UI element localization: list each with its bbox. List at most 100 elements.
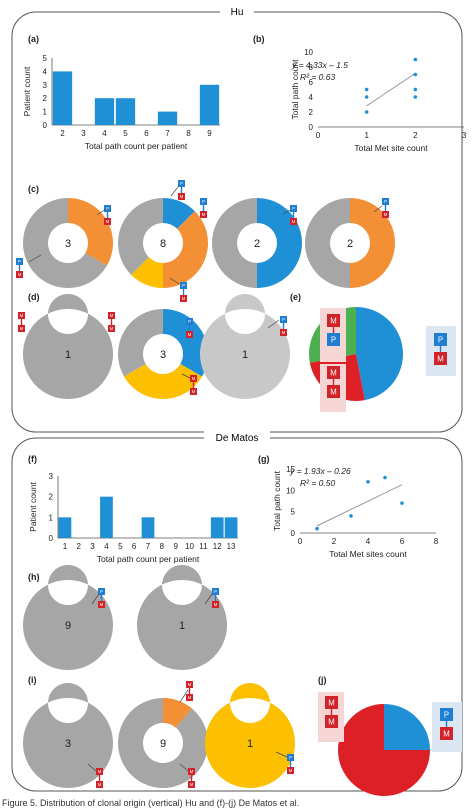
badge-M — [186, 694, 193, 701]
panel-label-i: (i) — [28, 675, 37, 685]
y-tick-label: 0 — [291, 529, 296, 538]
badge-M-label: M — [330, 387, 337, 396]
badge-P — [200, 198, 207, 205]
panel-label-d: (d) — [28, 292, 40, 302]
x-tick-label: 4 — [366, 537, 371, 546]
y-tick-label: 3 — [43, 81, 48, 90]
x-tick-label: 12 — [213, 542, 222, 551]
badge-M — [327, 385, 340, 398]
badge-M-label: M — [328, 698, 335, 707]
leader-line — [28, 254, 42, 263]
x-tick-label: 0 — [316, 131, 321, 140]
leader-line — [275, 751, 288, 758]
y-tick-label: 10 — [286, 486, 295, 495]
x-tick-label: 13 — [227, 542, 236, 551]
donut-i2-slice-gray — [117, 698, 208, 789]
donut-d2-slice-blue — [163, 309, 208, 377]
donut-i2-slice-orange — [163, 698, 192, 728]
badge-P — [434, 333, 447, 346]
badge-M — [18, 312, 25, 319]
badge-M-label: M — [384, 212, 388, 217]
donut-c2-slice-yellow — [131, 257, 163, 288]
donut-d1-slice-gray — [22, 294, 113, 399]
x-axis-label: Total path count per patient — [85, 141, 188, 151]
data-point — [349, 514, 353, 518]
data-point — [364, 110, 369, 114]
badge-M-label: M — [202, 212, 206, 217]
data-point — [400, 501, 404, 505]
x-tick-label: 9 — [207, 129, 212, 138]
cohort-title-hu: Hu — [231, 7, 244, 18]
leader-line — [91, 593, 100, 605]
donut-c3-center-value: 2 — [254, 238, 260, 250]
y-tick-label: 15 — [286, 465, 295, 474]
badge-M — [96, 768, 103, 775]
bar-2 — [52, 71, 73, 125]
x-tick-label: 6 — [132, 542, 137, 551]
figure-caption: Figure 5. Distribution of clonal origin … — [2, 798, 299, 808]
badge-P-label: P — [384, 199, 387, 204]
badge-M-label: M — [328, 717, 335, 726]
pie-j-slice-blue — [384, 704, 430, 750]
y-tick-label: 5 — [291, 508, 296, 517]
badge-P-label: P — [282, 317, 285, 322]
y-tick-label: 3 — [49, 472, 54, 481]
donut-c3-slice-gray — [212, 198, 257, 288]
x-axis-label: Total Met sites count — [329, 549, 407, 559]
badge-M — [98, 601, 105, 608]
badge-M-label: M — [20, 326, 24, 331]
leader-line — [373, 205, 383, 213]
x-tick-label: 8 — [160, 542, 165, 551]
data-point — [366, 480, 370, 484]
badge-M-label: M — [98, 769, 102, 774]
badge-M — [190, 375, 197, 382]
badge-P-label: P — [292, 206, 295, 211]
trend-equation: y = 1.93x – 0.26 — [289, 466, 351, 476]
donut-c2-slice-blue — [163, 198, 195, 229]
donut-c4-slice-gray — [305, 198, 350, 288]
badge-M — [18, 325, 25, 332]
donut-c2-center-value: 8 — [160, 238, 166, 250]
badge-M — [16, 271, 23, 278]
badge-P-label: P — [180, 181, 183, 186]
x-tick-label: 4 — [104, 542, 109, 551]
badge-M — [440, 727, 453, 740]
donut-h1-center-value: 9 — [65, 620, 71, 632]
badge-M-label: M — [214, 602, 218, 607]
panel-label-c: (c) — [28, 184, 39, 194]
y-axis-label: Patient count — [28, 482, 38, 532]
leader-line — [169, 277, 180, 285]
x-tick-label: 7 — [146, 542, 151, 551]
badge-M-label: M — [110, 313, 114, 318]
donut-i3-slice-yellow — [204, 683, 295, 789]
pie-e-slice-blue — [356, 307, 403, 401]
panel-label-g: (g) — [258, 454, 270, 464]
panel-label-b: (b) — [253, 34, 265, 44]
y-tick-label: 1 — [43, 108, 48, 117]
donut-i2-center-value: 9 — [160, 738, 166, 750]
badge-P — [16, 258, 23, 265]
badge-M-label: M — [182, 296, 186, 301]
donut-d2-slice-gray — [117, 309, 163, 377]
badge-M-label: M — [190, 782, 194, 787]
badge-M-label: M — [192, 389, 196, 394]
x-tick-label: 2 — [332, 537, 337, 546]
bar-1 — [58, 517, 72, 538]
badge-M-label: M — [18, 272, 22, 277]
r-squared: R² = 0.63 — [300, 72, 335, 82]
data-point — [413, 57, 418, 62]
data-point — [364, 87, 369, 92]
badge-M-label: M — [289, 768, 293, 773]
x-tick-label: 6 — [400, 537, 405, 546]
leader-line — [267, 319, 280, 329]
donut-d3-center-value: 1 — [242, 349, 248, 361]
y-axis-label: Total path count — [272, 470, 282, 531]
donut-c4-center-value: 2 — [347, 238, 353, 250]
leader-line — [170, 186, 179, 197]
donut-h2-center-value: 1 — [179, 620, 185, 632]
cohort-title-dematos: De Matos — [216, 433, 259, 444]
donut-c1-slice-gray — [23, 198, 107, 288]
badge-P-label: P — [188, 319, 191, 324]
badge-P — [186, 318, 193, 325]
badge-M-label: M — [443, 729, 450, 738]
